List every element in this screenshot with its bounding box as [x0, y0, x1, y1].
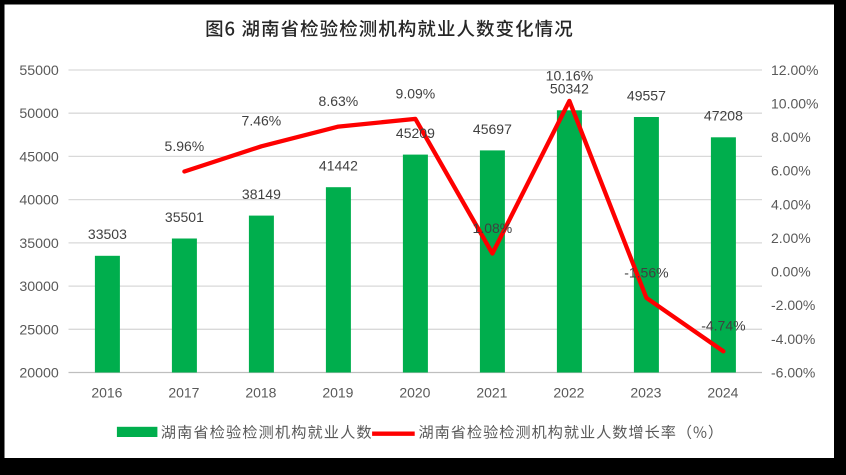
svg-text:2.00%: 2.00% [771, 230, 811, 246]
svg-text:30000: 30000 [19, 279, 59, 295]
svg-text:2021: 2021 [476, 385, 507, 401]
svg-text:12.00%: 12.00% [771, 62, 818, 78]
svg-text:20000: 20000 [19, 366, 59, 382]
svg-text:2023: 2023 [630, 385, 661, 401]
svg-text:47208: 47208 [704, 108, 743, 124]
svg-text:40000: 40000 [19, 193, 59, 209]
svg-text:41442: 41442 [319, 158, 358, 174]
svg-text:50000: 50000 [19, 106, 59, 122]
svg-text:2019: 2019 [322, 385, 353, 401]
svg-text:2022: 2022 [553, 385, 584, 401]
svg-text:49557: 49557 [627, 87, 666, 103]
svg-text:38149: 38149 [242, 186, 281, 202]
svg-text:33503: 33503 [88, 226, 127, 242]
svg-text:25000: 25000 [19, 322, 59, 338]
svg-text:-6.00%: -6.00% [771, 364, 815, 380]
svg-text:-1.56%: -1.56% [624, 264, 668, 280]
svg-text:2024: 2024 [707, 385, 738, 401]
svg-text:10.00%: 10.00% [771, 96, 818, 112]
svg-text:35501: 35501 [165, 209, 204, 225]
svg-text:2018: 2018 [245, 385, 276, 401]
svg-text:45209: 45209 [396, 125, 435, 141]
svg-text:7.46%: 7.46% [242, 113, 282, 129]
svg-text:8.63%: 8.63% [319, 93, 359, 109]
svg-text:2020: 2020 [399, 385, 430, 401]
svg-text:9.09%: 9.09% [396, 85, 436, 101]
svg-text:55000: 55000 [19, 63, 59, 79]
svg-text:-2.00%: -2.00% [771, 297, 815, 313]
svg-text:2017: 2017 [168, 385, 199, 401]
svg-text:35000: 35000 [19, 236, 59, 252]
svg-text:10.16%: 10.16% [546, 67, 593, 83]
svg-text:4.00%: 4.00% [771, 196, 811, 212]
svg-text:-4.00%: -4.00% [771, 331, 815, 347]
svg-text:6.00%: 6.00% [771, 163, 811, 179]
svg-text:5.96%: 5.96% [165, 138, 205, 154]
svg-text:0.00%: 0.00% [771, 264, 811, 280]
svg-text:2016: 2016 [91, 385, 122, 401]
svg-text:1.08%: 1.08% [473, 220, 513, 236]
svg-text:45000: 45000 [19, 149, 59, 165]
svg-text:-4.74%: -4.74% [701, 318, 745, 334]
svg-text:45697: 45697 [473, 121, 512, 137]
svg-text:50342: 50342 [550, 81, 589, 97]
svg-text:8.00%: 8.00% [771, 129, 811, 145]
